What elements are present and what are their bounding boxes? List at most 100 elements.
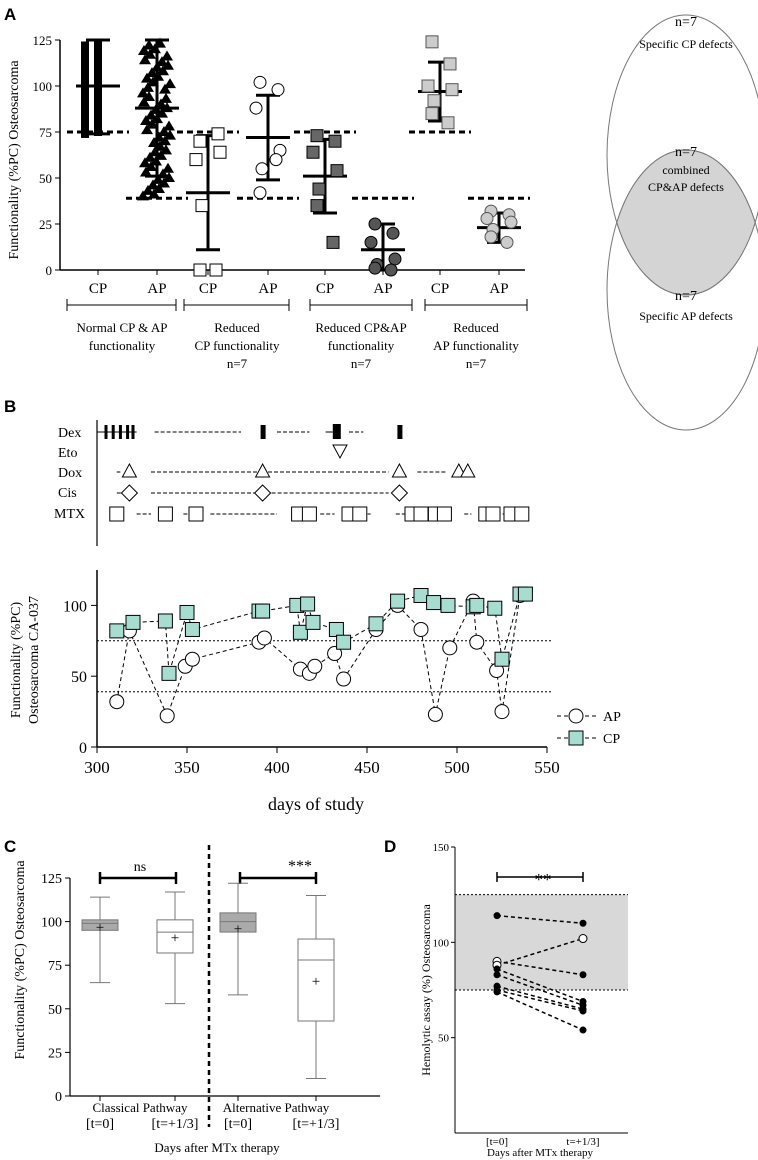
panel-d: D Hemolytic assay (%) Osteosarcoma 50 100… — [384, 837, 628, 1159]
data-point-normal-ap — [141, 124, 153, 135]
panel-b-axes: 0 50 100 300 350 400 450 500 550 — [63, 570, 560, 777]
data-point-normal-ap — [137, 87, 149, 98]
mtx-dose — [301, 506, 317, 522]
data-point-normal-ap — [156, 107, 168, 118]
mtx-dose — [436, 506, 452, 522]
panel-b: B Dex Eto Dox Cis MTX Functionality (%PC… — [4, 397, 621, 814]
data-point-normal-ap — [138, 96, 150, 107]
data-point-reduced-cpap-cp — [312, 182, 326, 196]
data-point-reduced-cpap-ap — [364, 235, 378, 249]
y-tick-label: 50 — [71, 669, 87, 686]
data-point-ap — [469, 634, 485, 650]
paired-line — [496, 985, 584, 1010]
data-point-reduced-ap-cp — [427, 94, 441, 108]
series-line-ap — [116, 595, 521, 718]
y-tick-label: 125 — [41, 872, 62, 887]
data-point-normal-ap — [160, 92, 172, 103]
data-point-ap — [159, 708, 175, 724]
data-point-cp — [305, 614, 321, 630]
group-bracket-reduced-ap: Reduced AP functionality n=7 — [424, 299, 528, 371]
data-point-reduced-cp-cp — [193, 263, 207, 277]
data-point-reduced-cpap-cp — [310, 199, 324, 213]
data-point-normal-ap — [162, 162, 174, 173]
data-point-normal-ap — [164, 129, 176, 140]
sig-label-hemolytic: ** — [535, 870, 552, 889]
drug-label-dox: Dox — [58, 466, 82, 481]
x-tick-label: t=+1/3] — [566, 1136, 599, 1148]
data-point-cp — [413, 587, 429, 603]
legend-ap-label: AP — [603, 710, 621, 725]
panel-a-ylabel: Functionality (%PC) Osteosarcoma — [7, 60, 22, 260]
group-label-reduced-ap-3: n=7 — [466, 356, 487, 371]
y-tick-label: 0 — [79, 740, 87, 757]
mtx-dose — [514, 506, 530, 522]
y-tick-label: 75 — [39, 125, 52, 140]
y-tick-label: 75 — [48, 959, 62, 974]
dex-dose — [111, 425, 115, 439]
data-point-normal-cp — [81, 45, 89, 54]
data-point-cp — [440, 597, 456, 613]
mtx-dose — [485, 506, 501, 522]
data-point-normal-ap — [153, 183, 165, 194]
data-point-ap — [327, 646, 343, 662]
drug-label-eto: Eto — [58, 446, 77, 461]
data-point-cp — [300, 596, 316, 612]
y-tick-label: 50 — [438, 1033, 450, 1045]
data-point-normal-ap — [140, 166, 152, 177]
data-point-normal-ap — [160, 144, 172, 155]
panel-c-ylabel: Functionality (%PC) Osteosarcoma — [13, 860, 28, 1060]
panel-b-ylabel-1: Functionality (%PC) — [9, 602, 24, 719]
panel-a-group-brackets: Normal CP & AP functionality Reduced CP … — [66, 299, 528, 371]
data-point-cp — [336, 634, 352, 650]
data-point-normal-ap — [152, 173, 164, 184]
y-tick-label: 25 — [39, 217, 52, 232]
panel-d-ylabel: Hemolytic assay (%) Osteosarcoma — [419, 904, 433, 1076]
data-point-t0 — [493, 965, 501, 973]
panel-c-plot: + + + + — [81, 882, 335, 1080]
panel-c-xlabel: Days after MTx therapy — [154, 1140, 280, 1155]
x-tick-label: AP — [147, 281, 166, 297]
y-tick-label: 125 — [33, 33, 53, 48]
data-point-normal-ap — [158, 177, 170, 188]
data-point-normal-ap — [139, 157, 151, 168]
drug-label-mtx: MTX — [54, 507, 85, 522]
x-tick-label: [t=0] — [486, 1136, 508, 1148]
dex-dose — [397, 425, 403, 439]
data-point-reduced-cpap-ap — [368, 217, 382, 231]
sig-label-classical: ns — [134, 860, 146, 875]
data-point-reduced-cp-ap — [255, 162, 269, 176]
box-mean-marker: + — [312, 974, 320, 990]
data-point-reduced-cpap-ap — [368, 261, 382, 275]
data-point-ap — [307, 658, 323, 674]
panel-b-xlabel: days of study — [268, 794, 364, 814]
data-point-reduced-ap-cp — [425, 107, 439, 121]
y-tick-label: 100 — [41, 916, 62, 931]
venn-overlap — [616, 149, 756, 296]
x-tick-label: CP — [431, 281, 449, 297]
normal-range-band — [455, 894, 628, 990]
data-point-reduced-cpap-cp — [328, 134, 342, 148]
data-point-normal-ap — [163, 120, 175, 131]
data-point-normal-ap — [158, 126, 170, 136]
y-tick-label: 100 — [433, 937, 450, 949]
box-mean-marker: + — [96, 920, 104, 936]
mtx-dose — [413, 506, 429, 522]
data-point-cp — [426, 595, 442, 611]
legend-cp-label: CP — [603, 732, 620, 747]
series-line-cp — [116, 593, 526, 674]
x-tick-label: [t=+1/3] — [293, 1117, 340, 1132]
data-point-t1 — [578, 934, 588, 944]
data-point-reduced-cpap-ap — [388, 252, 402, 266]
eto-dose — [332, 444, 348, 460]
group-label-reduced-ap-2: AP functionality — [433, 338, 519, 353]
dex-dose — [260, 425, 266, 439]
data-point-normal-ap — [143, 39, 155, 50]
mtx-dose — [188, 506, 204, 522]
dox-dose — [391, 462, 408, 478]
data-point-cp — [494, 651, 510, 667]
data-point-normal-ap — [147, 179, 159, 190]
group-label-reduced-cpap-1: Reduced CP&AP — [315, 320, 406, 335]
panel-d-xlabel: Days after MTx therapy — [487, 1147, 593, 1159]
data-point-cp — [390, 593, 406, 609]
